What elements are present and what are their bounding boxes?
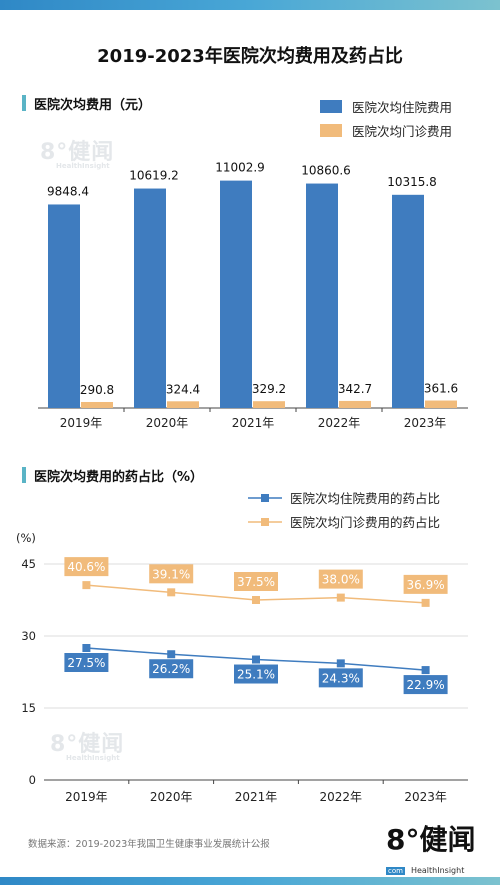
bar-inpatient [134, 188, 166, 408]
legend-label-inpatient: 医院次均住院费用 [352, 100, 453, 115]
logo-subtext: HealthInsight [410, 866, 465, 875]
top-accent-bar [0, 0, 500, 10]
bar-value-label-outpatient: 361.6 [424, 382, 458, 396]
data-label-box-inpatient [234, 664, 278, 684]
bar-chart-title: 医院次均费用（元） [22, 94, 151, 113]
legend-item-outpatient-ratio: 医院次均门诊费用的药占比 [248, 512, 440, 531]
line-x-tick-label: 2020年 [150, 790, 193, 804]
line-y-tick-label: 15 [21, 701, 36, 715]
bar-value-label-inpatient: 10315.8 [387, 175, 437, 189]
legend-item-inpatient-ratio: 医院次均住院费用的药占比 [248, 488, 440, 507]
legend-item-inpatient: 医院次均住院费用 [320, 97, 452, 116]
logo-badge: com [386, 867, 405, 875]
legend-swatch-inpatient [320, 100, 342, 113]
bar-value-label-outpatient: 290.8 [80, 383, 114, 397]
data-label-inpatient-ratio: 27.5% [67, 656, 105, 670]
legend-label-inpatient-ratio: 医院次均住院费用的药占比 [290, 491, 441, 506]
legend-label-outpatient: 医院次均门诊费用 [352, 124, 453, 139]
data-label-inpatient-ratio: 24.3% [322, 671, 360, 685]
bar-value-label-inpatient: 10619.2 [129, 169, 179, 183]
bar-value-label-inpatient: 11002.9 [215, 161, 265, 175]
bar-x-tick-label: 2020年 [146, 416, 189, 430]
bar-value-label-inpatient: 10860.6 [301, 164, 351, 178]
point-inpatient-ratio [421, 666, 430, 675]
brand-logo: 8°健闻 com HealthInsight [386, 818, 475, 877]
data-label-box-outpatient [234, 572, 278, 591]
watermark-bottom: 8°健闻 HealthInsight [50, 732, 125, 762]
bar-outpatient [339, 400, 371, 408]
legend-marker-outpatient-ratio [248, 517, 282, 526]
line-x-tick-label: 2023年 [404, 790, 447, 804]
data-label-outpatient-ratio: 40.6% [67, 560, 105, 574]
data-label-outpatient-ratio: 39.1% [152, 567, 190, 581]
line-x-tick-label: 2019年 [65, 790, 108, 804]
logo-text: 8°健闻 [386, 823, 476, 856]
legend-item-outpatient: 医院次均门诊费用 [320, 121, 452, 140]
bottom-accent-bar [0, 877, 500, 885]
data-label-outpatient-ratio: 37.5% [237, 575, 275, 589]
bar-value-label-outpatient: 342.7 [338, 382, 372, 396]
data-label-inpatient-ratio: 26.2% [152, 662, 190, 676]
point-inpatient-ratio [82, 644, 91, 652]
bar-x-tick-label: 2023年 [404, 416, 447, 430]
data-label-box-outpatient [149, 564, 194, 584]
line-x-tick-label: 2022年 [320, 790, 363, 804]
data-label-outpatient-ratio: 38.0% [322, 573, 360, 587]
point-inpatient-ratio [336, 659, 345, 668]
bar-value-label-outpatient: 324.4 [166, 382, 200, 396]
data-label-box-inpatient [149, 659, 194, 679]
point-outpatient-ratio [421, 598, 430, 607]
data-source-note: 数据来源：2019-2023年我国卫生健康事业发展统计公报 [28, 839, 270, 850]
point-outpatient-ratio [336, 593, 345, 602]
data-label-inpatient-ratio: 22.9% [407, 678, 445, 692]
bar-value-label-outpatient: 329.2 [252, 382, 286, 396]
bar-x-tick-label: 2021年 [232, 416, 275, 430]
data-label-inpatient-ratio: 25.1% [237, 668, 275, 682]
point-inpatient-ratio [167, 650, 176, 659]
bar-outpatient [253, 401, 285, 408]
bar-value-label-inpatient: 9848.4 [47, 184, 89, 198]
legend-label-outpatient-ratio: 医院次均门诊费用的药占比 [290, 515, 441, 530]
data-label-box-inpatient [318, 668, 363, 688]
point-outpatient-ratio [252, 596, 260, 604]
line-x-tick-label: 2021年 [235, 790, 278, 804]
point-inpatient-ratio [252, 655, 260, 664]
line-y-unit-label: (%) [16, 531, 36, 545]
data-label-box-inpatient [403, 675, 448, 695]
data-label-box-outpatient [403, 574, 448, 594]
bar-inpatient [220, 180, 252, 408]
legend-marker-inpatient-ratio [248, 493, 282, 502]
bar-x-tick-label: 2019年 [60, 416, 103, 430]
data-label-box-inpatient [64, 653, 109, 672]
data-label-box-outpatient [64, 557, 109, 577]
line-y-tick-label: 45 [21, 557, 36, 571]
bar-outpatient [81, 401, 113, 408]
point-outpatient-ratio [167, 588, 176, 597]
bar-outpatient [425, 400, 457, 408]
line-y-tick-label: 0 [29, 773, 36, 787]
bar-outpatient [167, 401, 199, 408]
line-chart-title: 医院次均费用的药占比（%） [22, 466, 203, 485]
bar-inpatient [48, 204, 80, 408]
data-label-box-outpatient [318, 569, 363, 589]
watermark-top: 8°健闻 HealthInsight [40, 140, 115, 170]
data-label-outpatient-ratio: 36.9% [407, 578, 445, 592]
page-title: 2019-2023年医院次均费用及药占比 [97, 46, 403, 67]
line-y-tick-label: 30 [21, 629, 36, 643]
point-outpatient-ratio [82, 581, 91, 590]
bar-inpatient [306, 183, 338, 408]
legend-swatch-outpatient [320, 124, 342, 137]
bar-inpatient [392, 194, 424, 408]
bar-x-tick-label: 2022年 [318, 416, 361, 430]
